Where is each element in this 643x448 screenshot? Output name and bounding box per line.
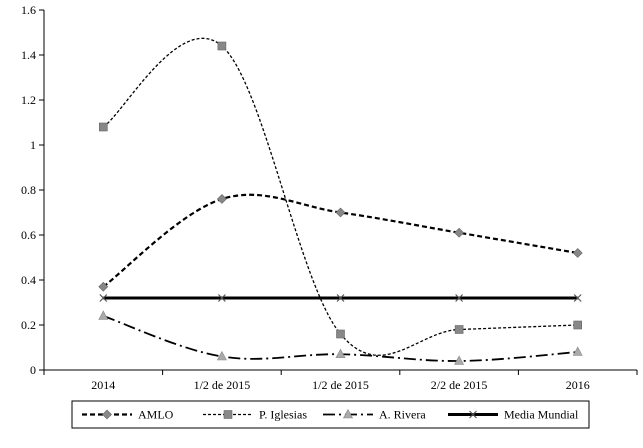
legend-entry: A. Rivera (323, 408, 426, 422)
series-amlo (98, 193, 583, 292)
data-point (573, 294, 582, 302)
x-tick-label: 2/2 de 2015 (431, 378, 488, 392)
y-tick-label: 0 (30, 363, 36, 377)
series-line (102, 37, 578, 356)
legend-label: A. Rivera (379, 408, 426, 422)
data-point (454, 325, 464, 334)
y-tick-label: 1.6 (21, 3, 36, 17)
series-p-iglesias (99, 37, 583, 356)
data-point (572, 248, 583, 258)
data-point (98, 281, 109, 292)
legend-marker (223, 410, 233, 419)
data-point (217, 294, 226, 302)
legend: AMLO P. Iglesias A. Rivera Media Mundial (71, 400, 590, 429)
legend-label: P. Iglesias (259, 408, 307, 422)
x-tick-label: 2014 (91, 378, 115, 392)
data-point (335, 348, 346, 359)
data-point (336, 294, 345, 302)
legend-label: AMLO (138, 408, 174, 422)
data-point (336, 329, 345, 339)
y-tick-label: 1 (30, 138, 36, 152)
data-point (99, 294, 108, 302)
y-tick-label: 0.4 (21, 273, 36, 287)
data-point (216, 194, 227, 204)
legend-entry: Media Mundial (448, 408, 579, 422)
legend-marker (469, 410, 477, 419)
y-tick-label: 0.8 (21, 183, 36, 197)
series-layer (98, 37, 583, 365)
series-line (102, 193, 578, 288)
data-point (98, 310, 109, 320)
y-tick-label: 1.4 (21, 48, 36, 62)
legend-label: Media Mundial (504, 408, 579, 422)
legend-entry: AMLO (82, 408, 174, 422)
data-point (454, 227, 465, 238)
y-tick-label: 0.6 (21, 228, 36, 242)
data-point (573, 320, 583, 330)
legend-entry: P. Iglesias (203, 408, 307, 422)
y-tick-label: 1.2 (21, 93, 36, 107)
x-tick-label: 1/2 de 2015 (312, 378, 369, 392)
data-point (455, 294, 464, 302)
data-point (572, 346, 583, 356)
legend-marker (343, 408, 353, 419)
x-tick-label: 2016 (566, 378, 590, 392)
data-point (335, 207, 346, 218)
series-a-rivera (98, 310, 583, 365)
data-point (217, 41, 227, 51)
axes: 0 0.2 0.4 0.6 0.8 1 1.2 1.4 1.6 2014 1/2 de 2015 1/… (21, 3, 638, 392)
data-point (99, 122, 108, 132)
legend-marker (102, 409, 112, 420)
data-point (454, 355, 465, 365)
series-media-mundial (99, 294, 582, 302)
legend-box (71, 400, 590, 429)
y-tick-label: 0.2 (21, 318, 36, 332)
x-tick-label: 1/2 de 2015 (194, 378, 251, 392)
data-point (216, 350, 227, 361)
